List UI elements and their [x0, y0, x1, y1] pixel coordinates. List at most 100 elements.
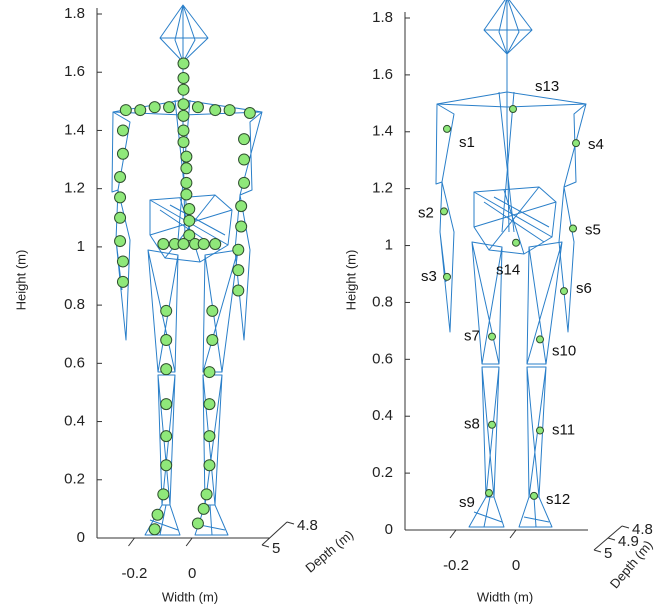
- point-label: s9: [459, 494, 475, 511]
- y-axis-label: Height (m): [343, 250, 358, 311]
- point: [114, 211, 127, 224]
- point: [235, 220, 248, 233]
- point: [160, 430, 173, 443]
- point: [183, 214, 196, 227]
- y-tick-label: 0.8: [64, 296, 85, 313]
- point: [440, 207, 448, 216]
- point: [203, 430, 216, 443]
- z-tick: [621, 525, 630, 529]
- point: [177, 109, 190, 122]
- y-tick-label: 1.8: [64, 5, 85, 22]
- z-tick-label: 5: [272, 540, 280, 557]
- point: [443, 272, 451, 281]
- point: [512, 238, 520, 247]
- point: [203, 398, 216, 411]
- point: [238, 133, 251, 146]
- x-tick: [449, 529, 457, 539]
- z-axis: [261, 521, 288, 546]
- point: [191, 517, 204, 530]
- point: [119, 104, 132, 117]
- x-tick-label: 0: [188, 565, 196, 582]
- z-tick: [607, 537, 616, 541]
- point: [177, 136, 190, 149]
- z-tick-label: 5: [604, 545, 612, 562]
- point: [536, 426, 544, 435]
- y-tick-label: 0: [385, 521, 393, 538]
- point: [203, 459, 216, 472]
- point-label: s12: [546, 491, 570, 508]
- point: [177, 72, 190, 85]
- point: [243, 106, 256, 119]
- z-tick: [593, 549, 602, 553]
- point: [191, 101, 204, 114]
- point: [163, 101, 176, 114]
- point: [197, 502, 210, 515]
- point: [177, 57, 190, 70]
- x-tick-label: -0.2: [122, 565, 148, 582]
- point-label: s1: [459, 134, 475, 151]
- point: [114, 171, 127, 184]
- point: [116, 147, 129, 160]
- x-tick-label: 0: [512, 557, 520, 574]
- point: [488, 420, 496, 429]
- point: [536, 335, 544, 344]
- point-label: s2: [418, 204, 434, 221]
- point: [238, 176, 251, 189]
- point: [157, 488, 170, 501]
- point: [148, 101, 161, 114]
- y-tick-label: 0.2: [372, 464, 393, 481]
- point: [177, 98, 190, 111]
- point-label: s10: [552, 342, 576, 359]
- point: [114, 235, 127, 248]
- point-label: s6: [576, 280, 592, 297]
- y-tick-label: 1.6: [64, 63, 85, 80]
- y-tick-label: 1.2: [372, 180, 393, 197]
- point: [232, 264, 245, 277]
- point: [530, 491, 538, 500]
- point: [197, 237, 210, 250]
- point: [485, 489, 493, 498]
- point: [160, 459, 173, 472]
- point: [183, 229, 196, 242]
- point: [148, 523, 161, 536]
- z-axis-label: Depth (m): [302, 527, 356, 576]
- point: [232, 243, 245, 256]
- point: [238, 153, 251, 166]
- point: [488, 332, 496, 341]
- point: [569, 224, 577, 233]
- x-tick-label: -0.2: [443, 557, 469, 574]
- point: [116, 275, 129, 288]
- y-tick-label: 0.2: [64, 471, 85, 488]
- point: [180, 150, 193, 163]
- y-axis-label: Height (m): [13, 250, 28, 311]
- y-tick-label: 1.4: [64, 121, 85, 138]
- point: [235, 200, 248, 213]
- x-tick: [128, 537, 135, 547]
- point: [134, 104, 147, 117]
- point: [114, 191, 127, 204]
- z-tick-label: 4.8: [632, 521, 653, 538]
- point: [223, 104, 236, 117]
- point-label: s3: [421, 268, 437, 285]
- point: [151, 508, 164, 521]
- point-label: s11: [552, 421, 575, 438]
- z-tick: [286, 521, 295, 525]
- point: [160, 334, 173, 347]
- z-tick-label: 4.9: [618, 533, 639, 550]
- point: [232, 284, 245, 297]
- point-label: s8: [464, 416, 480, 433]
- y-tick-label: 0.6: [372, 350, 393, 367]
- y-tick-label: 1.6: [372, 66, 393, 83]
- point: [177, 237, 190, 250]
- point: [116, 255, 129, 268]
- point-label: s4: [588, 136, 604, 153]
- point: [180, 188, 193, 201]
- x-tick: [509, 529, 517, 539]
- point: [200, 488, 213, 501]
- z-tick: [261, 544, 270, 548]
- y-tick-label: 0.4: [372, 407, 393, 424]
- point: [443, 124, 451, 133]
- point: [177, 124, 190, 137]
- z-tick-label: 4.8: [297, 517, 318, 534]
- x-axis-label: Width (m): [477, 589, 533, 604]
